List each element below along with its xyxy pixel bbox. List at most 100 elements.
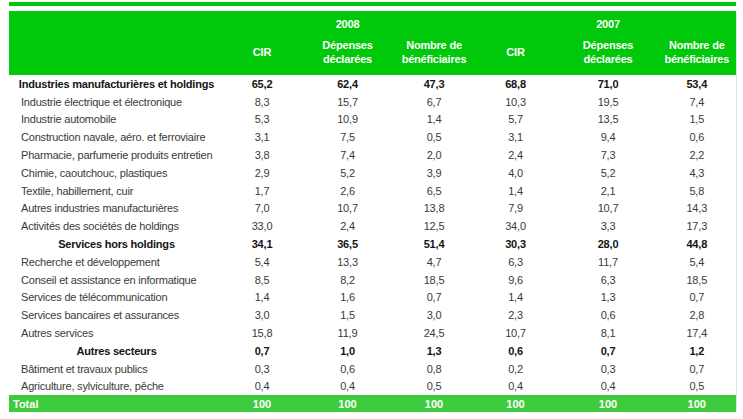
cell-value: 3,1 xyxy=(224,128,300,146)
row-label: Recherche et développement xyxy=(9,253,224,271)
table-body: Industries manufacturières et holdings65… xyxy=(9,75,736,395)
cell-value: 7,4 xyxy=(300,146,395,164)
cell-value: 0,4 xyxy=(300,378,395,396)
cell-value: 1,5 xyxy=(658,111,736,129)
total-value: 100 xyxy=(395,395,473,412)
cell-value: 4,0 xyxy=(473,164,558,182)
row-label: Services hors holdings xyxy=(9,235,224,253)
row-label: Industrie automobile xyxy=(9,111,224,129)
cell-value: 10,7 xyxy=(558,200,658,218)
col-header-depenses-2007: Dépenses déclarées xyxy=(558,35,658,75)
total-value: 100 xyxy=(558,395,658,412)
cell-value: 8,1 xyxy=(558,324,658,342)
col-header-cir-2008: CIR xyxy=(224,35,300,75)
year-2008-label: 2008 xyxy=(300,11,395,35)
cell-value: 3,1 xyxy=(473,128,558,146)
cell-value: 3,9 xyxy=(395,164,473,182)
cell-value: 5,2 xyxy=(300,164,395,182)
table-row: Bâtiment et travaux publics0,30,60,80,20… xyxy=(9,360,736,378)
column-header-row: CIR Dépenses déclarées Nombre de bénéfic… xyxy=(9,35,736,75)
cell-value: 1,4 xyxy=(473,182,558,200)
cell-value: 19,5 xyxy=(558,93,658,111)
cell-value: 8,3 xyxy=(224,93,300,111)
cell-value: 2,0 xyxy=(395,146,473,164)
row-label: Services bancaires et assurances xyxy=(9,306,224,324)
cell-value: 33,0 xyxy=(224,217,300,235)
table-row: Conseil et assistance en informatique8,5… xyxy=(9,271,736,289)
cell-value: 4,3 xyxy=(658,164,736,182)
table-row: Recherche et développement5,413,34,76,31… xyxy=(9,253,736,271)
cell-value: 1,4 xyxy=(224,289,300,307)
cell-value: 5,4 xyxy=(658,253,736,271)
cell-value: 8,2 xyxy=(300,271,395,289)
data-table: 2008 2007 CIR Dépenses déclarées Nombre … xyxy=(9,11,737,412)
cell-value: 10,7 xyxy=(300,200,395,218)
row-label: Pharmacie, parfumerie produits entretien xyxy=(9,146,224,164)
label-column-header xyxy=(9,35,224,75)
cell-value: 0,3 xyxy=(224,360,300,378)
cell-value: 1,4 xyxy=(473,289,558,307)
cell-value: 0,4 xyxy=(473,378,558,396)
table-row: Autres services15,811,924,510,78,117,4 xyxy=(9,324,736,342)
cell-value: 0,5 xyxy=(395,128,473,146)
cell-value: 1,6 xyxy=(300,289,395,307)
total-value: 100 xyxy=(473,395,558,412)
cell-value: 5,7 xyxy=(473,111,558,129)
row-label: Agriculture, sylviculture, pêche xyxy=(9,378,224,396)
cell-value: 0,4 xyxy=(224,378,300,396)
cell-value: 1,7 xyxy=(224,182,300,200)
row-label: Textile, habillement, cuir xyxy=(9,182,224,200)
total-value: 100 xyxy=(658,395,736,412)
table-row: Autres industries manufacturières7,010,7… xyxy=(9,200,736,218)
cell-value: 34,1 xyxy=(224,235,300,253)
total-value: 100 xyxy=(300,395,395,412)
year-2007-label: 2007 xyxy=(558,11,658,35)
table-footer: Total 100 100 100 100 100 100 xyxy=(9,395,736,412)
row-label: Industrie électrique et électronique xyxy=(9,93,224,111)
cell-value: 0,2 xyxy=(473,360,558,378)
table-row: Textile, habillement, cuir1,72,66,51,42,… xyxy=(9,182,736,200)
cell-value: 2,4 xyxy=(300,217,395,235)
cell-value: 3,0 xyxy=(224,306,300,324)
cell-value: 3,3 xyxy=(558,217,658,235)
cell-value: 10,3 xyxy=(473,93,558,111)
cell-value: 0,6 xyxy=(658,128,736,146)
cell-value: 7,0 xyxy=(224,200,300,218)
year-header-row: 2008 2007 xyxy=(9,11,736,35)
cell-value: 5,4 xyxy=(224,253,300,271)
row-label: Services de télécommunication xyxy=(9,289,224,307)
total-label: Total xyxy=(9,395,224,412)
row-label: Autres industries manufacturières xyxy=(9,200,224,218)
row-label: Autres secteurs xyxy=(9,342,224,360)
cell-value: 2,8 xyxy=(658,306,736,324)
cell-value: 7,3 xyxy=(558,146,658,164)
cell-value: 1,4 xyxy=(395,111,473,129)
cell-value: 17,4 xyxy=(658,324,736,342)
cell-value: 9,4 xyxy=(558,128,658,146)
cell-value: 0,7 xyxy=(658,289,736,307)
cell-value: 12,5 xyxy=(395,217,473,235)
cell-value: 2,9 xyxy=(224,164,300,182)
cell-value: 1,2 xyxy=(658,342,736,360)
cell-value: 7,9 xyxy=(473,200,558,218)
cell-value: 53,4 xyxy=(658,75,736,93)
cell-value: 0,7 xyxy=(558,342,658,360)
cell-value: 0,8 xyxy=(395,360,473,378)
cell-value: 14,3 xyxy=(658,200,736,218)
cell-value: 11,9 xyxy=(300,324,395,342)
cell-value: 65,2 xyxy=(224,75,300,93)
cell-value: 2,1 xyxy=(558,182,658,200)
cell-value: 0,7 xyxy=(224,342,300,360)
cell-value: 0,6 xyxy=(473,342,558,360)
cell-value: 1,3 xyxy=(395,342,473,360)
cell-value: 71,0 xyxy=(558,75,658,93)
cell-value: 0,6 xyxy=(300,360,395,378)
cell-value: 6,7 xyxy=(395,93,473,111)
row-label: Chimie, caoutchouc, plastiques xyxy=(9,164,224,182)
cell-value: 6,5 xyxy=(395,182,473,200)
table-row: Services hors holdings34,136,551,430,328… xyxy=(9,235,736,253)
row-label: Industries manufacturières et holdings xyxy=(9,75,224,93)
table-row: Activités des sociétés de holdings33,02,… xyxy=(9,217,736,235)
table-row: Services de télécommunication1,41,60,71,… xyxy=(9,289,736,307)
cell-value: 10,9 xyxy=(300,111,395,129)
